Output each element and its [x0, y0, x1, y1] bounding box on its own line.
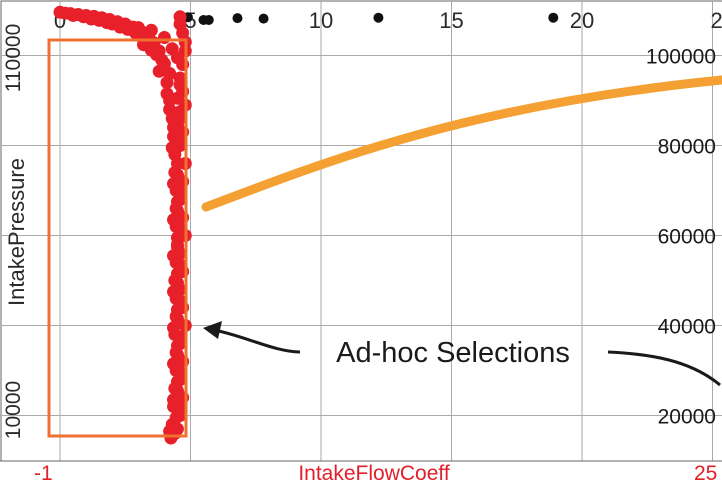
- selected-point: [163, 103, 177, 116]
- selected-point: [173, 132, 187, 146]
- x-range-min: -1: [34, 462, 53, 485]
- arrowhead-icon: [203, 321, 222, 339]
- unselected-point: [203, 14, 214, 25]
- selection-box[interactable]: [47, 38, 188, 438]
- selected-point: [173, 402, 187, 416]
- x-tick-label: 20: [570, 8, 594, 33]
- selected-point: [170, 118, 184, 132]
- y-tick-labels-right: 100000 80000 60000 40000 20000: [646, 46, 716, 429]
- selected-point: [84, 12, 98, 26]
- y-tick-label: 40000: [658, 316, 716, 339]
- selected-point: [173, 186, 187, 200]
- selected-point: [165, 141, 179, 155]
- unselected-point: [548, 12, 559, 23]
- x-range-max: 25: [694, 462, 717, 485]
- selected-point: [150, 48, 164, 62]
- annotation-arrow-left: [213, 328, 301, 354]
- selected-point: [170, 157, 184, 170]
- x-axis-label: IntakeFlowCoeff: [298, 462, 450, 485]
- selected-point: [160, 87, 174, 101]
- selected-point: [163, 67, 177, 80]
- selected-point: [170, 348, 184, 362]
- selected-point: [173, 258, 187, 272]
- selected-point: [100, 16, 114, 30]
- selected-point: [113, 20, 127, 34]
- selected-point: [170, 91, 184, 105]
- selected-point: [170, 240, 184, 254]
- selected-point: [66, 8, 80, 22]
- y-tick-label-left: 10000: [2, 381, 25, 439]
- selected-point: [170, 204, 184, 218]
- selected-point: [131, 21, 145, 35]
- selected-point: [173, 366, 187, 380]
- selected-point: [173, 294, 187, 308]
- y-tick-label: 60000: [658, 226, 716, 249]
- y-tick-label: 20000: [658, 406, 716, 429]
- selected-point: [144, 23, 158, 37]
- x-tick-label: 10: [309, 8, 333, 33]
- y-tick-labels-left: 110000 10000: [2, 24, 25, 439]
- unselected-point: [373, 12, 384, 23]
- annotation-arrow-right: [607, 350, 721, 387]
- unselected-point: [258, 13, 269, 24]
- annotation-text: Ad-hoc Selections: [336, 337, 570, 369]
- selected-point: [157, 31, 171, 44]
- x-tick-label: 15: [439, 8, 463, 33]
- y-tick-label-left: 110000: [2, 24, 25, 93]
- selected-point: [152, 64, 166, 78]
- unselected-point: [232, 13, 243, 24]
- y-tick-label: 100000: [646, 46, 716, 69]
- selected-point: [173, 330, 187, 344]
- selected-point: [170, 312, 184, 326]
- y-axis-label: IntakePressure: [4, 158, 29, 306]
- selected-point: [170, 276, 184, 290]
- selected-point: [173, 222, 187, 236]
- orange-curve: [201, 75, 722, 212]
- selected-point: [170, 51, 184, 65]
- y-tick-label: 80000: [658, 136, 716, 159]
- selected-point: [170, 168, 184, 182]
- selected-point: [173, 78, 187, 92]
- plot-frame: [0, 0, 722, 462]
- selected-point: [170, 384, 184, 398]
- x-tick-label: 2: [711, 8, 722, 33]
- selected-point: [173, 105, 187, 119]
- selected-point: [168, 427, 182, 440]
